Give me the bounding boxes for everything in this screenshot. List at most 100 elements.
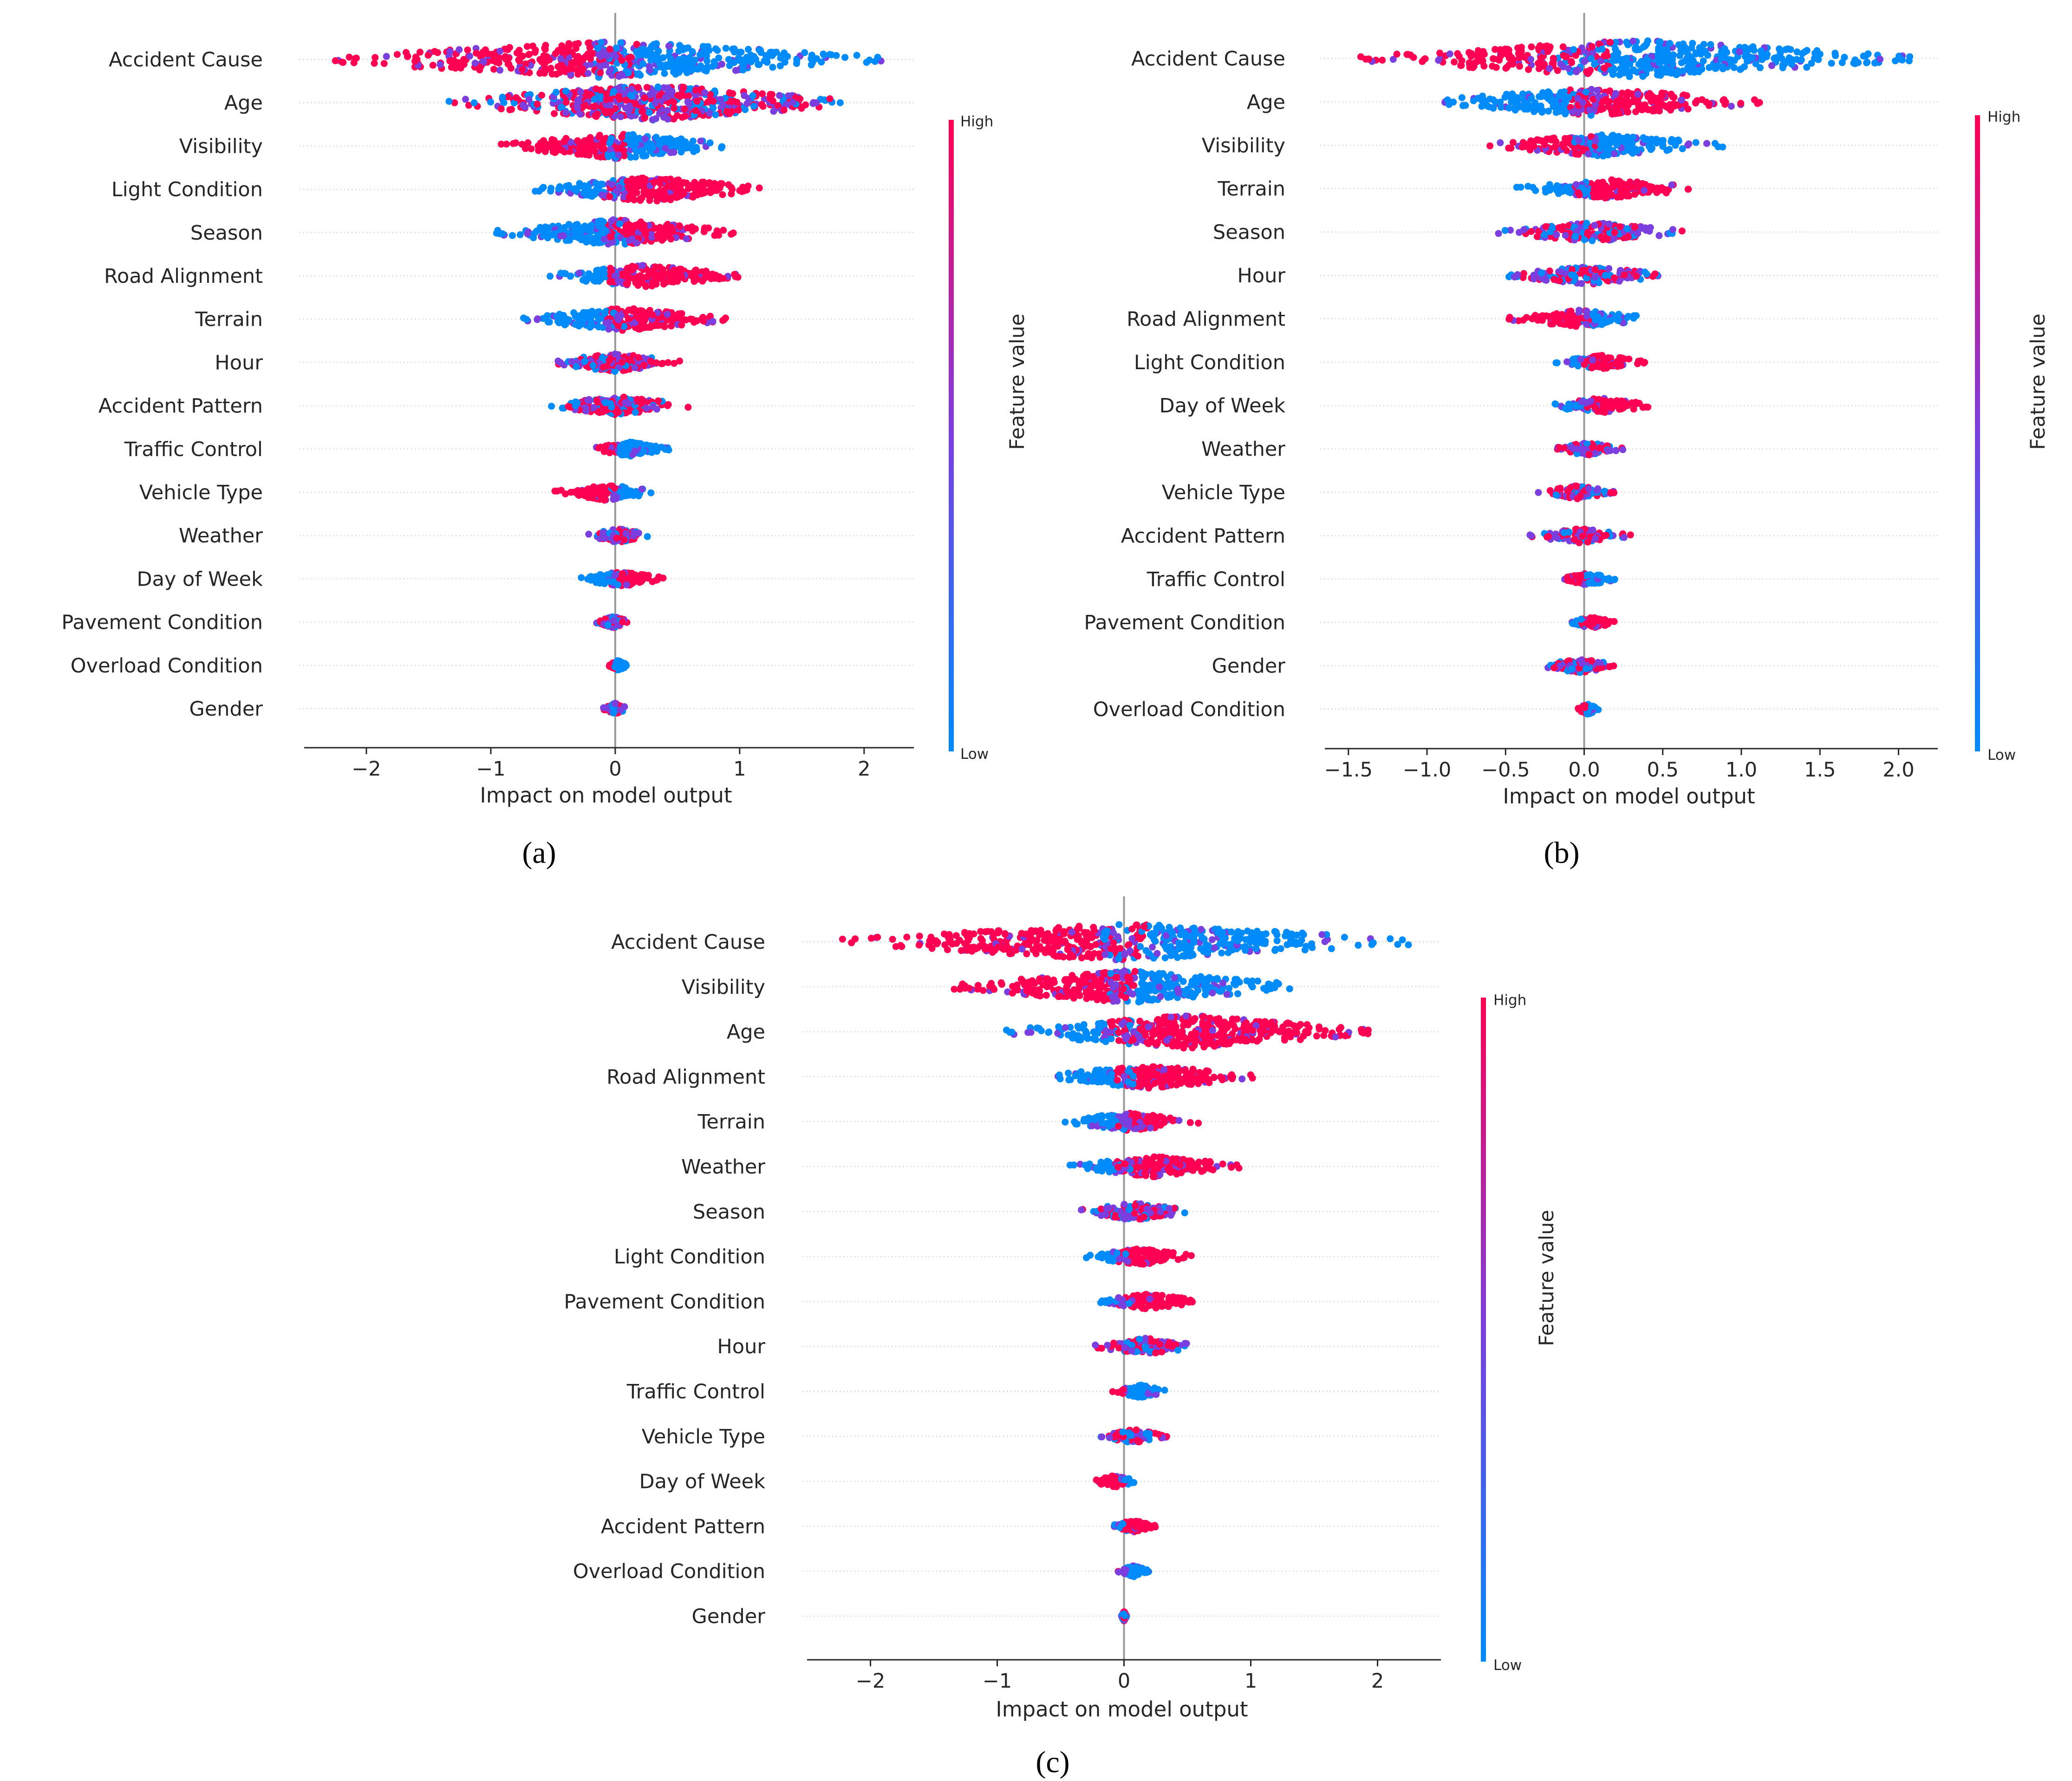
shap-dot: [538, 91, 545, 99]
shap-dot: [1673, 71, 1680, 78]
shap-dot: [717, 96, 724, 103]
shap-dot: [1519, 90, 1526, 98]
shap-dot: [1575, 189, 1582, 196]
shap-dot: [701, 89, 709, 97]
shap-dot: [660, 269, 668, 277]
shap-dot: [638, 325, 645, 332]
shap-dot: [615, 151, 622, 159]
shap-dot: [808, 55, 815, 62]
shap-dot: [649, 144, 656, 152]
shap-dot: [1600, 152, 1607, 160]
shap-dot: [606, 46, 613, 53]
shap-dot: [339, 59, 347, 66]
shap-dot: [662, 446, 669, 453]
shap-dot: [1541, 141, 1548, 148]
shap-dot: [597, 153, 605, 161]
feature-label: Age: [224, 91, 263, 115]
shap-dot: [625, 265, 632, 273]
shap-dot: [626, 102, 633, 110]
x-tick-label: 2: [858, 757, 870, 781]
shap-dot: [576, 57, 584, 64]
shap-dot: [684, 44, 692, 52]
shap-dot: [1645, 57, 1652, 64]
shap-dot: [1706, 64, 1713, 71]
shap-dot: [612, 52, 619, 60]
shap-dot: [557, 55, 565, 62]
shap-dot: [1525, 66, 1532, 73]
shap-dot: [1551, 103, 1559, 111]
shap-dot: [616, 145, 624, 152]
shap-dot: [640, 361, 648, 369]
shap-dot: [1521, 105, 1528, 113]
shap-dot: [633, 48, 640, 56]
x-tick-label: −1: [476, 757, 505, 781]
feature-label: Hour: [215, 351, 263, 374]
shap-dot: [663, 222, 670, 229]
shap-dot: [616, 220, 623, 228]
shap-dot: [661, 112, 668, 120]
shap-dot: [1421, 55, 1429, 62]
shap-dot: [632, 279, 639, 287]
shap-dot: [1583, 88, 1590, 96]
shap-dot: [570, 185, 578, 193]
shap-dot: [656, 140, 663, 148]
shap-dot: [1616, 223, 1623, 230]
shap-dot: [1458, 94, 1466, 101]
shap-dot: [1694, 97, 1701, 104]
shap-dot: [595, 490, 603, 498]
shap-dot: [642, 283, 650, 290]
shap-dot: [534, 100, 541, 108]
shap-dot: [557, 359, 564, 366]
shap-dot: [581, 358, 588, 365]
shap-dot: [549, 138, 557, 146]
shap-dot: [1588, 43, 1596, 50]
shap-dot: [736, 57, 743, 64]
shap-dot: [627, 53, 634, 61]
shap-dot: [691, 319, 698, 326]
shap-dot: [866, 56, 873, 64]
shap-dot: [703, 52, 710, 59]
shap-dot: [1509, 92, 1517, 99]
shap-dot: [541, 223, 549, 231]
shap-dot: [1793, 56, 1800, 63]
shap-dot: [667, 275, 674, 282]
feature-label: Light Condition: [111, 178, 263, 202]
shap-dot: [1670, 103, 1678, 110]
shap-dot: [730, 229, 737, 237]
shap-dot: [647, 57, 655, 64]
shap-dot: [611, 484, 619, 492]
shap-dot: [553, 313, 560, 320]
shap-dot: [1668, 138, 1675, 145]
shap-dot: [693, 144, 700, 151]
shap-dot: [513, 94, 520, 101]
shap-dot: [1479, 58, 1486, 65]
shap-dot: [756, 184, 763, 192]
shap-dot: [612, 572, 619, 579]
shap-dot: [1662, 65, 1670, 72]
shap-dot: [1649, 93, 1656, 100]
shap-dot: [1446, 50, 1453, 58]
shap-dot: [610, 88, 617, 95]
shap-dot: [776, 62, 784, 70]
shap-dot: [1632, 46, 1639, 53]
shap-dot: [688, 67, 695, 74]
shap-dot: [1561, 139, 1569, 147]
shap-dot: [548, 70, 556, 78]
shap-dot: [1616, 178, 1623, 185]
shap-dot: [1666, 40, 1674, 47]
shap-dot: [612, 44, 620, 52]
shap-dot: [404, 52, 411, 60]
shap-dot: [1570, 46, 1577, 53]
shap-dot: [1711, 140, 1719, 147]
shap-dot: [626, 193, 633, 201]
shap-dot: [661, 70, 668, 77]
shap-dot: [632, 239, 640, 247]
shap-dot: [1451, 59, 1458, 65]
feature-label: Pavement Condition: [61, 611, 263, 634]
shap-dot: [565, 65, 573, 73]
shap-dot: [490, 65, 497, 73]
shap-dot: [749, 92, 756, 99]
shap-dot: [1736, 48, 1743, 55]
shap-dot: [641, 94, 648, 102]
shap-dot: [510, 99, 518, 107]
